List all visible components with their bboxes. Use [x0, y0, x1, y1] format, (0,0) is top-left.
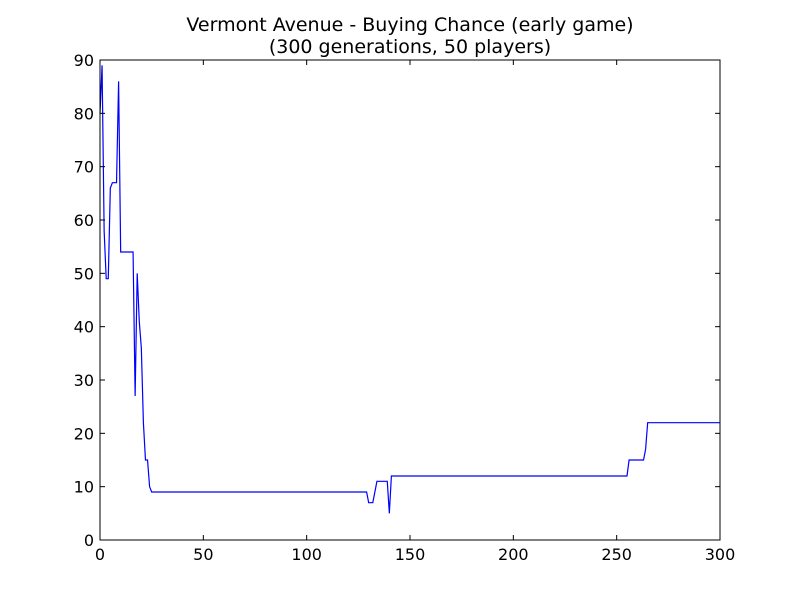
- x-tick-label: 150: [395, 545, 426, 564]
- x-tick-label: 200: [498, 545, 529, 564]
- chart-title: Vermont Avenue - Buying Chance (early ga…: [186, 14, 633, 36]
- y-tick-label: 0: [84, 531, 94, 550]
- plot-frame: [99, 59, 721, 541]
- y-tick-label: 60: [74, 211, 94, 230]
- ticks-layer: 0 50 100 150 200 250 300 0 10 20 30 40 50 60 70 80 90: [74, 51, 736, 564]
- y-tick-label: 10: [74, 478, 94, 497]
- x-tick-label: 250: [601, 545, 632, 564]
- y-tick-label: 70: [74, 158, 94, 177]
- y-tick-label: 30: [74, 371, 94, 390]
- x-tick-label: 300: [705, 545, 736, 564]
- chart-subtitle: (300 generations, 50 players): [269, 36, 551, 58]
- x-tick-label: 0: [95, 545, 105, 564]
- y-tick-label: 90: [74, 51, 94, 70]
- series-layer: [99, 65, 720, 514]
- x-tick-label: 50: [193, 545, 213, 564]
- series-line-0: [99, 65, 720, 514]
- x-tick-label: 100: [291, 545, 322, 564]
- y-tick-label: 40: [74, 318, 94, 337]
- y-tick-label: 50: [74, 264, 94, 283]
- y-tick-label: 80: [74, 104, 94, 123]
- y-tick-label: 20: [74, 424, 94, 443]
